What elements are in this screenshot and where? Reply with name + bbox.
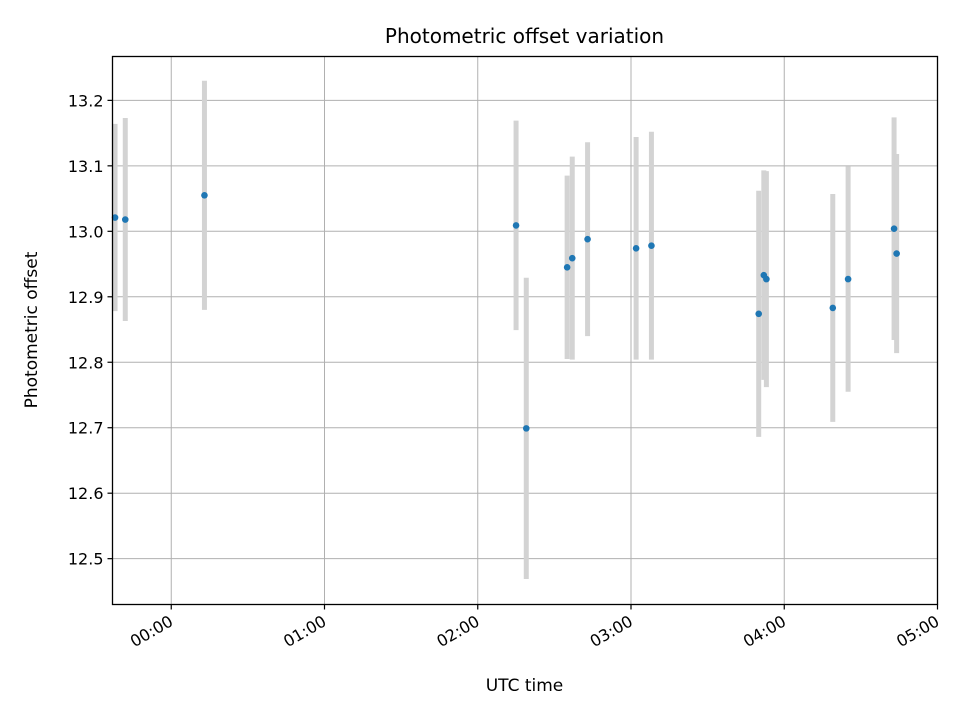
plot-frame [111,55,939,606]
data-point [763,275,770,283]
y-tick-label: 13.2 [68,91,104,110]
x-tick-label: 03:00 [587,612,636,652]
error-bars [112,80,900,579]
y-tick-label: 12.6 [68,484,104,503]
data-point [201,192,208,199]
data-point [563,264,571,271]
x-tick-label: 02:00 [433,612,482,652]
y-tick-label: 13.1 [68,157,104,176]
data-point [121,216,129,223]
chart-title: Photometric offset variation [385,24,664,48]
x-tick-label: 00:00 [127,612,176,652]
y-tick-label: 13.0 [68,222,104,241]
data-point [111,214,119,221]
data-point [755,310,763,318]
data-point [522,425,530,432]
data-points [111,192,900,432]
y-tick-label: 12.5 [68,550,104,569]
data-point [584,235,591,243]
y-axis: 12.5 12.6 12.7 12.8 12.9 13.0 13.1 13.2 [68,91,113,569]
y-tick-label: 12.9 [68,288,104,307]
data-point [568,254,576,262]
data-point [844,275,852,283]
data-point [890,225,898,232]
data-point [512,222,520,229]
x-axis-title: UTC time [486,676,564,696]
x-tick-label: 05:00 [893,612,942,652]
x-axis: 00:00 01:00 02:00 03:00 04:00 05:00 [127,604,943,652]
data-point [632,245,640,252]
y-tick-label: 12.8 [68,353,104,372]
y-axis-title: Photometric offset [22,251,42,408]
data-point [893,250,900,257]
data-point [648,242,655,250]
x-tick-label: 01:00 [280,612,329,652]
y-tick-label: 12.7 [68,419,104,438]
x-tick-label: 04:00 [740,612,789,652]
data-point [829,304,837,312]
